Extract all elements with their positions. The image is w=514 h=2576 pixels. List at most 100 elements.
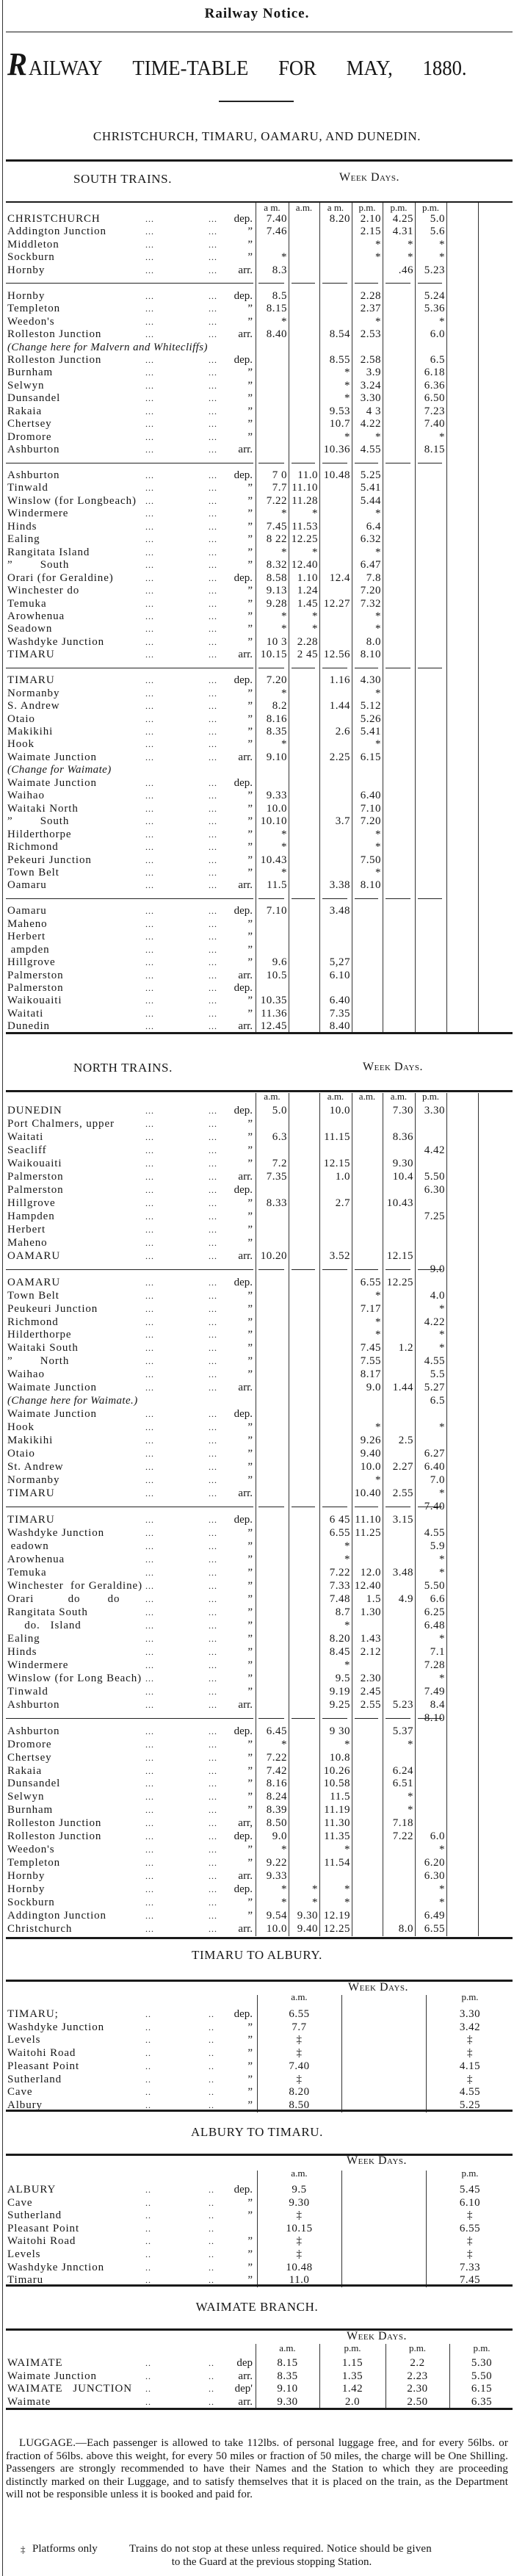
timetable-row: Hornby...... dep. * * * * (0, 1883, 514, 1897)
time-cell: 8.35 (266, 726, 287, 737)
dot-leader: ... (145, 777, 154, 788)
station-name: Dromore (7, 430, 52, 443)
dot-leader: ... (209, 226, 217, 237)
column-header: a m. (327, 202, 344, 213)
dot-leader: ... (209, 470, 217, 480)
dot-leader: ... (145, 1211, 154, 1222)
dot-leader: ... (145, 598, 154, 609)
stop-on-signal-star: * (281, 1738, 287, 1750)
dot-leader: ... (145, 1356, 154, 1367)
station-name: Cave (7, 2196, 33, 2209)
stop-on-signal-star: * (281, 1883, 287, 1896)
arr-dep-mark: dep. (234, 1883, 253, 1896)
arr-dep-mark: ” (247, 1474, 253, 1487)
timetable-row: Waihao...... ” 8.17 5.5 (0, 1368, 514, 1382)
time-cell: 7.25 (424, 1210, 445, 1222)
time-cell: 5.30 (471, 2357, 493, 2369)
time-cell: 12.56 (323, 649, 350, 661)
divider-dash (355, 898, 378, 899)
timetable-row: Waitohi Road.... ” ‡ ‡ (0, 2235, 514, 2248)
time-cell: 4.15 (459, 2060, 481, 2072)
dot-leader: ... (145, 1131, 154, 1142)
title-word: R AILWAY (7, 48, 103, 81)
dot-leader: ... (145, 1897, 154, 1908)
dot-leader: .. (209, 2184, 214, 2195)
arr-dep-mark: ” (247, 533, 253, 546)
time-cell: 4 3 (366, 405, 381, 417)
time-cell: 6.50 (424, 392, 445, 405)
dot-leader: ... (145, 1343, 154, 1354)
dot-leader: .. (209, 2262, 214, 2273)
dot-leader: .. (209, 2396, 214, 2407)
timetable-row: Ealing...... ” 8.20 1.43 * (0, 1633, 514, 1646)
change-note: (Change here for Malvern and Whitecliffs… (7, 341, 208, 353)
station-name: Seadown (7, 623, 53, 635)
dot-leader: .. (145, 2035, 151, 2046)
station-name: Winchester do (7, 585, 80, 597)
time-cell: 6.51 (392, 1778, 413, 1790)
arr-dep-mark: ” (247, 1764, 253, 1777)
dot-leader: ... (145, 1752, 154, 1763)
column-header: a.m. (264, 1091, 280, 1102)
time-cell: 11.35 (324, 1830, 350, 1843)
divider-dash (386, 898, 410, 899)
arr-dep-mark: arr. (238, 751, 253, 763)
dot-leader: ... (145, 1528, 154, 1539)
dot-leader: ... (209, 918, 217, 929)
timetable-row: Maheno...... ” (0, 918, 514, 931)
dot-leader: ... (145, 316, 154, 327)
station-name: Waitohi Road (7, 2047, 76, 2060)
time-cell: 9.10 (266, 751, 287, 763)
time-cell: 7.30 (392, 1105, 413, 1116)
station-name: Burnham (7, 1804, 54, 1816)
timetable-row: Rolleston Junction...... dep. 9.0 11.35 7.22… (0, 1830, 514, 1844)
time-cell: 2.25 (329, 751, 350, 763)
dot-leader: ... (209, 867, 217, 878)
arr-dep-mark: ” (247, 2196, 253, 2209)
time-cell: 9 30 (329, 1725, 350, 1737)
timetable-row: Palmerston...... arr. 7.35 1.0 10.4 5.50 (0, 1171, 514, 1184)
dot-leader: .. (209, 2035, 214, 2046)
dot-leader: ... (209, 688, 217, 699)
dot-leader: ... (145, 1844, 154, 1855)
platform-only-mark: ‡ (467, 2235, 473, 2248)
time-cell: 5.37 (392, 1725, 413, 1737)
time-cell: 2.45 (360, 1685, 381, 1698)
timetable-row: Tinwald...... ” 7.7 11.10 5.41 (0, 482, 514, 494)
dot-leader: ... (145, 470, 154, 480)
station-name: Orari (for Geraldine) (7, 571, 114, 584)
time-cell: 5.25 (459, 2099, 481, 2111)
dot-leader: ... (209, 495, 217, 506)
divider (6, 201, 513, 203)
timetable-row: Selwyn...... ” * 3.24 6.36 (0, 380, 514, 392)
timetable-row: Hinds...... ” 8.45 2.12 7.1 (0, 1646, 514, 1659)
timetable-row: Rakaia...... ” 7.42 10.26 6.24 (0, 1765, 514, 1778)
dot-leader: ... (145, 1008, 154, 1019)
timetable-row: Herbert...... ” (0, 931, 514, 943)
stop-on-signal-star: * (375, 315, 381, 328)
stop-on-signal-star: * (344, 1844, 350, 1856)
dot-leader: ... (145, 1805, 154, 1816)
time-cell: 10.7 (329, 418, 350, 430)
timetable-row: Chertsey...... ” 10.7 4.22 7.40 (0, 418, 514, 430)
dot-leader: ... (145, 1462, 154, 1473)
dot-leader: ... (209, 1290, 217, 1301)
column-header: p.m. (461, 2168, 479, 2179)
dot-leader: ... (209, 1118, 217, 1129)
column-rule (426, 1995, 427, 2113)
time-cell: 8.36 (392, 1130, 413, 1143)
timetable-row: Levels.... ” ‡ ‡ (0, 2248, 514, 2262)
time-cell: 3.42 (459, 2021, 481, 2033)
station-name: OAMARU (7, 1276, 61, 1288)
dot-leader: ... (145, 534, 154, 545)
arr-dep-mark: dep. (234, 1408, 253, 1421)
stop-on-signal-star: * (375, 687, 381, 699)
timetable-row: Hillgrove...... ” 8.33 2.7 10.43 (0, 1197, 514, 1211)
page-border (2, 0, 3, 2576)
timetable-row: Otaio...... ” 9.40 6.27 (0, 1448, 514, 1461)
dot-leader: .. (209, 2048, 214, 2059)
column-rule (426, 2171, 427, 2287)
dot-leader: ... (209, 649, 217, 660)
time-cell: 8.50 (266, 1817, 287, 1830)
dot-leader: .. (209, 2275, 214, 2286)
